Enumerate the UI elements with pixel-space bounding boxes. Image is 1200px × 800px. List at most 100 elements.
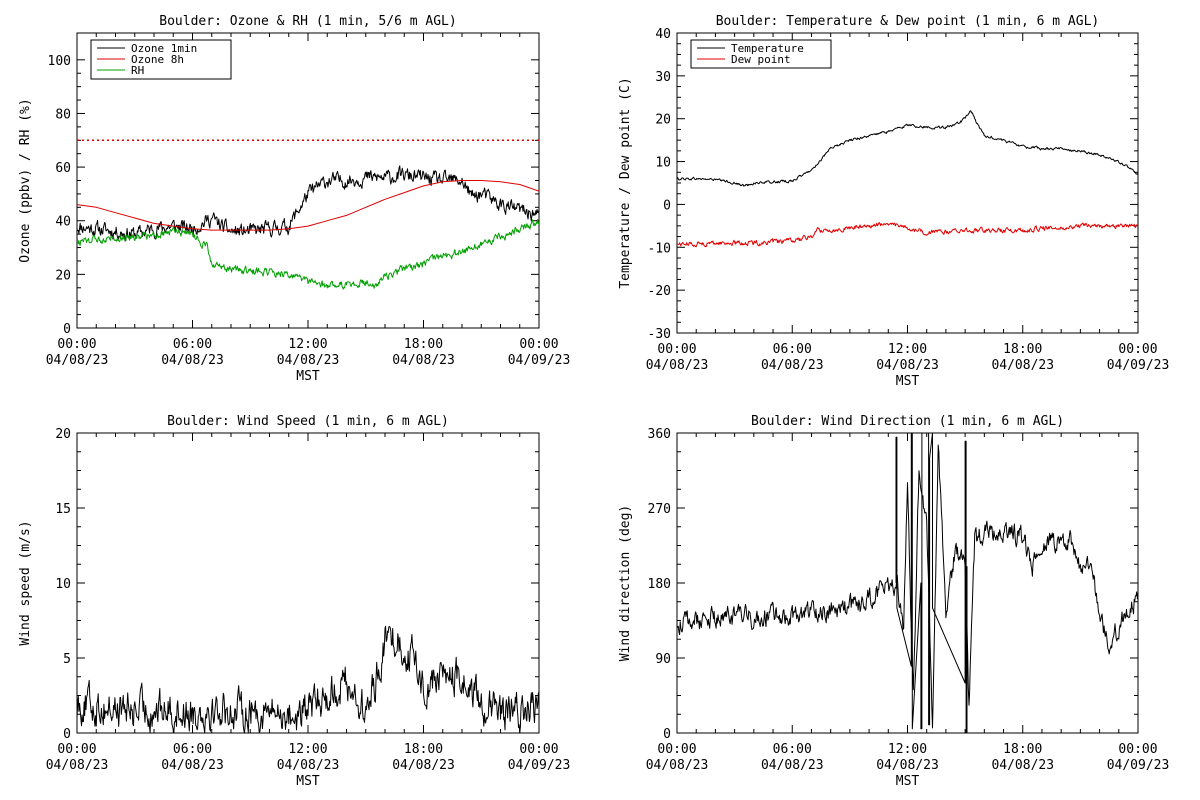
series-group xyxy=(77,625,539,733)
panel-ozone-rh: Boulder: Ozone & RH (1 min, 5/6 m AGL) 0 2… xyxy=(18,14,570,384)
panel-temperature-dewpoint: Boulder: Temperature & Dew point (1 min,… xyxy=(618,14,1169,389)
x-tick-label-date: 04/09/23 xyxy=(1107,358,1170,373)
x-tick-label-time: 06:00 xyxy=(173,742,212,757)
x-tick-label-date: 04/08/23 xyxy=(161,758,224,773)
x-tick-label-time: 00:00 xyxy=(657,742,696,757)
x-tick-label-time: 12:00 xyxy=(888,742,927,757)
legend-label: Dew point xyxy=(731,53,791,66)
x-tick-label-date: 04/08/23 xyxy=(46,758,109,773)
y-tick-label: 180 xyxy=(648,577,671,592)
panel-wind-direction: Boulder: Wind Direction (1 min, 6 m AGL)… xyxy=(618,414,1169,789)
y-tick-label: 10 xyxy=(655,156,671,171)
x-tick-label-date: 04/08/23 xyxy=(761,758,824,773)
x-tick-label-time: 06:00 xyxy=(773,342,812,357)
x-tick-label-date: 04/08/23 xyxy=(277,353,340,368)
series-group xyxy=(77,165,539,290)
chart-title: Boulder: Wind Speed (1 min, 6 m AGL) xyxy=(167,414,449,429)
y-tick-label: 60 xyxy=(55,161,71,176)
series-dew-point xyxy=(677,222,1138,248)
x-tick-label-time: 06:00 xyxy=(773,742,812,757)
legend-label: RH xyxy=(131,64,144,77)
x-axis-label: MST xyxy=(296,369,320,384)
x-tick-label-time: 12:00 xyxy=(288,742,327,757)
x-tick-label-date: 04/08/23 xyxy=(392,353,455,368)
x-tick-label-date: 04/08/23 xyxy=(991,758,1054,773)
legend-label: Ozone 1min xyxy=(131,42,197,55)
y-axis-label: Ozone (ppbv) / RH (%) xyxy=(18,98,33,262)
x-tick-label-time: 00:00 xyxy=(657,342,696,357)
x-tick-label-date: 04/08/23 xyxy=(277,758,340,773)
x-tick-label-date: 04/08/23 xyxy=(392,758,455,773)
x-tick-label-date: 04/08/23 xyxy=(876,358,939,373)
y-tick-label: 40 xyxy=(655,27,671,42)
x-tick-label-date: 04/08/23 xyxy=(761,358,824,373)
x-tick-label-time: 12:00 xyxy=(288,337,327,352)
y-tick-label: 20 xyxy=(55,427,71,442)
series-group xyxy=(677,110,1138,248)
series-line xyxy=(677,444,1138,729)
chart-title: Boulder: Ozone & RH (1 min, 5/6 m AGL) xyxy=(159,14,456,29)
y-tick-label: 80 xyxy=(55,107,71,122)
y-axis-label: Wind speed (m/s) xyxy=(18,520,33,645)
x-tick-label-time: 12:00 xyxy=(888,342,927,357)
y-tick-label: 20 xyxy=(55,268,71,283)
x-tick-label-date: 04/09/23 xyxy=(508,758,571,773)
y-tick-label: 0 xyxy=(63,322,71,337)
y-tick-label: 270 xyxy=(648,502,671,517)
x-tick-label-time: 18:00 xyxy=(1003,342,1042,357)
y-tick-label: 90 xyxy=(655,652,671,667)
x-tick-label-time: 00:00 xyxy=(519,742,558,757)
x-tick-label-time: 18:00 xyxy=(404,742,443,757)
x-tick-label-date: 04/08/23 xyxy=(991,358,1054,373)
legend-label: Temperature xyxy=(731,42,804,55)
x-tick-label-time: 18:00 xyxy=(404,337,443,352)
series-line xyxy=(895,433,968,733)
y-tick-label: 100 xyxy=(48,54,71,69)
series-line xyxy=(77,625,539,733)
series-ozone-1min xyxy=(77,165,539,242)
y-tick-label: 5 xyxy=(63,652,71,667)
y-tick-label: 15 xyxy=(55,502,71,517)
y-tick-label: 40 xyxy=(55,215,71,230)
y-tick-label: -10 xyxy=(648,241,671,256)
plot-frame xyxy=(676,432,1139,734)
y-axis-label: Wind direction (deg) xyxy=(618,505,633,662)
x-tick-label-time: 06:00 xyxy=(173,337,212,352)
y-tick-label: -20 xyxy=(648,284,671,299)
x-tick-label-date: 04/08/23 xyxy=(646,758,709,773)
panel-wind-speed: Boulder: Wind Speed (1 min, 6 m AGL) 0 5 10… xyxy=(18,414,570,789)
y-tick-label: 0 xyxy=(663,198,671,213)
y-tick-label: 30 xyxy=(655,70,671,85)
series-group xyxy=(677,433,1138,733)
series-ozone-8h xyxy=(77,180,539,231)
x-axis-label: MST xyxy=(296,774,320,789)
legend-label: Ozone 8h xyxy=(131,53,184,66)
y-tick-label: 360 xyxy=(648,427,671,442)
legend-box xyxy=(690,39,832,69)
chart-title: Boulder: Wind Direction (1 min, 6 m AGL) xyxy=(751,414,1064,429)
y-tick-label: 20 xyxy=(655,113,671,128)
x-tick-label-time: 18:00 xyxy=(1003,742,1042,757)
x-tick-label-time: 00:00 xyxy=(1118,342,1157,357)
x-tick-label-date: 04/08/23 xyxy=(46,353,109,368)
x-tick-label-date: 04/08/23 xyxy=(876,758,939,773)
x-tick-label-time: 00:00 xyxy=(57,337,96,352)
x-axis-label: MST xyxy=(896,774,920,789)
x-tick-label-date: 04/08/23 xyxy=(646,358,709,373)
y-tick-label: 0 xyxy=(663,727,671,742)
x-tick-label-date: 04/08/23 xyxy=(161,353,224,368)
x-tick-label-time: 00:00 xyxy=(519,337,558,352)
y-axis-label: Temperature / Dew point (C) xyxy=(618,77,633,288)
series-temperature xyxy=(677,110,1138,187)
x-tick-label-time: 00:00 xyxy=(57,742,96,757)
x-tick-label-date: 04/09/23 xyxy=(1107,758,1170,773)
x-tick-label-date: 04/09/23 xyxy=(508,353,571,368)
plot-frame xyxy=(676,32,1139,334)
series-rh xyxy=(77,219,539,290)
chart-title: Boulder: Temperature & Dew point (1 min,… xyxy=(716,14,1100,29)
y-tick-label: -30 xyxy=(648,327,671,342)
y-tick-label: 0 xyxy=(63,727,71,742)
x-tick-label-time: 00:00 xyxy=(1118,742,1157,757)
y-tick-label: 10 xyxy=(55,577,71,592)
